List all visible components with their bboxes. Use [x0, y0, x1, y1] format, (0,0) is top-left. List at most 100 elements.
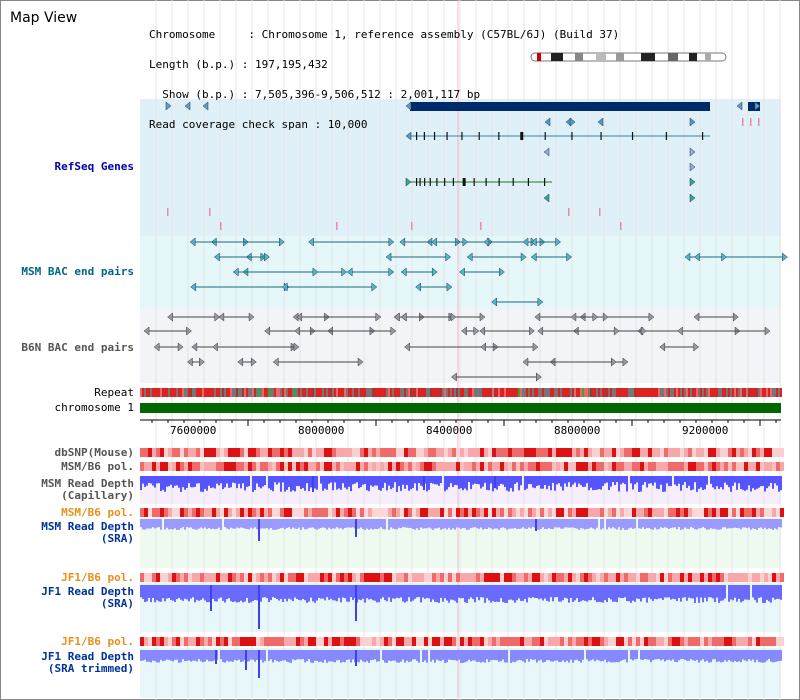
polymorphism-cell [684, 462, 688, 471]
gene-arrow [399, 237, 406, 247]
repeat-segment [710, 388, 712, 397]
read-depth-bar [272, 650, 274, 663]
gene-arrow [250, 357, 257, 367]
read-depth-bar [646, 519, 648, 528]
repeat-segment [492, 388, 494, 397]
polymorphism-cell [300, 462, 304, 471]
polymorphism-cell [620, 462, 624, 471]
read-depth-bar [556, 476, 558, 485]
polymorphism-cell [304, 637, 308, 646]
track-label-jf1-b6-pol-2[interactable]: JF1/B6 pol. [61, 635, 134, 648]
track-label-msm-b6-pol-2[interactable]: MSM/B6 pol. [61, 506, 134, 519]
track-label-msm-depth-cap[interactable]: MSM Read Depth [41, 477, 134, 490]
read-depth-bar [596, 519, 598, 528]
read-depth-bar [434, 519, 436, 529]
polymorphism-cell [336, 462, 340, 471]
polymorphism-cell [328, 508, 332, 517]
polymorphism-cell [780, 462, 784, 471]
read-depth-bar [776, 476, 778, 486]
track-label-refseq[interactable]: RefSeq Genes [54, 160, 134, 173]
read-depth-bar [492, 476, 494, 492]
polymorphism-cell [552, 462, 556, 471]
read-depth-bar [642, 476, 644, 485]
read-depth-spike [355, 519, 357, 537]
polymorphism-cell [420, 508, 424, 517]
gene-arrow [689, 147, 696, 157]
polymorphism-cell [692, 508, 696, 517]
track-label-repeat[interactable]: Repeat [94, 386, 134, 399]
polymorphism-cell [168, 448, 172, 457]
read-depth-bar [522, 519, 524, 528]
track-label-dbsnp[interactable]: dbSNP(Mouse) [54, 446, 134, 459]
read-depth-bar [492, 650, 494, 660]
read-depth-bar [520, 476, 522, 486]
exon [631, 132, 634, 140]
polymorphism-cell [260, 448, 264, 457]
polymorphism-cell [596, 637, 600, 646]
read-depth-bar [762, 476, 764, 486]
read-depth-bar [686, 476, 688, 489]
read-depth-bar [392, 519, 394, 529]
read-depth-bar [366, 585, 368, 599]
read-depth-bar [206, 519, 208, 529]
read-depth-bar [276, 519, 278, 530]
track-label-b6n-bac[interactable]: B6N BAC end pairs [21, 341, 134, 354]
read-depth-bar [276, 650, 278, 662]
track-label-jf1-b6-pol[interactable]: JF1/B6 pol. [61, 571, 134, 584]
polymorphism-cell [464, 573, 468, 582]
polymorphism-cell [612, 637, 616, 646]
track-label-jf1-depth-sra[interactable]: JF1 Read Depth [41, 585, 134, 598]
read-depth-bar [544, 650, 546, 662]
exon [446, 132, 448, 140]
polymorphism-cell [556, 637, 560, 646]
read-depth-bar [152, 476, 154, 486]
read-depth-bar [626, 585, 628, 602]
track-label-msm-bac[interactable]: MSM BAC end pairs [21, 265, 134, 278]
read-depth-bar [462, 476, 464, 491]
polymorphism-cell [512, 508, 516, 517]
repeat-segment [488, 388, 490, 397]
polymorphism-cell [188, 462, 192, 471]
read-depth-bar [424, 650, 426, 661]
polymorphism-cell [356, 448, 360, 457]
polymorphism-cell [364, 637, 368, 646]
read-depth-bar [416, 650, 418, 661]
gene-arrow [264, 252, 270, 262]
polymorphism-cell [584, 448, 588, 457]
read-depth-bar [706, 650, 708, 661]
read-depth-bar [616, 519, 618, 530]
read-depth-bar [610, 476, 612, 487]
read-depth-bar [768, 519, 770, 529]
polymorphism-cell [664, 573, 668, 582]
read-depth-bar [710, 519, 712, 529]
read-depth-bar [368, 650, 370, 663]
exon [473, 178, 475, 186]
read-depth-bar [488, 476, 490, 491]
polymorphism-cell [320, 508, 324, 517]
read-depth-bar [482, 519, 484, 530]
read-depth-bar [248, 585, 250, 603]
read-depth-bar [468, 585, 470, 600]
track-label-chromosome[interactable]: chromosome 1 [54, 401, 134, 414]
read-depth-bar [274, 585, 276, 598]
polymorphism-cell [552, 637, 556, 646]
polymorphism-cell [536, 508, 540, 517]
polymorphism-cell [500, 573, 504, 582]
repeat-segment [454, 388, 456, 397]
repeat-segment [440, 388, 442, 397]
read-depth-bar [164, 585, 166, 602]
polymorphism-cell [720, 573, 724, 582]
polymorphism-cell [496, 508, 500, 517]
track-label-msm-b6-pol[interactable]: MSM/B6 pol. [61, 460, 134, 473]
ideogram-band [551, 53, 563, 61]
polymorphism-cell [496, 637, 500, 646]
polymorphism-cell [488, 573, 492, 582]
read-depth-bar [416, 585, 418, 598]
repeat-segment [580, 388, 582, 397]
read-depth-bar [664, 476, 666, 492]
read-depth-bar [268, 585, 270, 603]
gene-arrow [693, 312, 700, 322]
track-label-msm-depth-sra[interactable]: MSM Read Depth [41, 520, 134, 533]
track-label-jf1-depth-trim[interactable]: JF1 Read Depth [41, 650, 134, 663]
